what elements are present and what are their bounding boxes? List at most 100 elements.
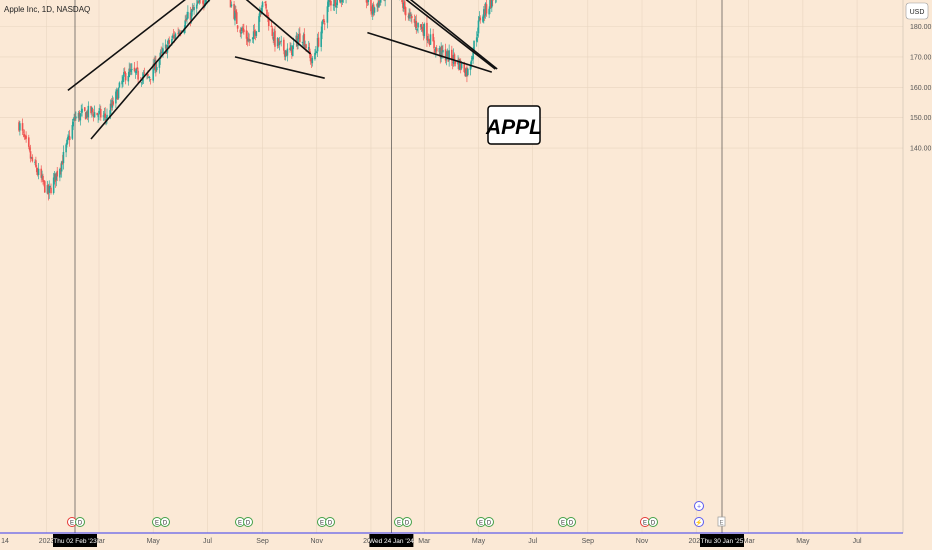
candle-body (267, 17, 270, 27)
candle-body (129, 68, 131, 71)
event-icons[interactable]: E D E D E D E D E D E D E D E D+⚡ E (67, 501, 726, 527)
earnings-icon-letter: E (643, 521, 647, 527)
candle-body (104, 113, 107, 118)
candle-body (195, 4, 198, 9)
candle-body (453, 54, 456, 60)
candle-body (491, 0, 493, 8)
candle-body (49, 185, 51, 188)
candle-body (74, 118, 76, 120)
candle-body (427, 38, 430, 42)
candle-body (271, 28, 274, 37)
candle-body (314, 52, 316, 60)
candle-body (267, 15, 269, 17)
trendlines[interactable] (67, 0, 732, 140)
date-badge-text: Thu 02 Feb '23 (53, 538, 97, 545)
dividend-icon[interactable] (402, 517, 412, 527)
candle-body (235, 12, 238, 24)
candle-body (442, 50, 444, 53)
candle-body (106, 114, 108, 119)
currency-button[interactable] (905, 2, 929, 20)
candle-body (87, 105, 90, 118)
candle-body (161, 52, 163, 54)
candle-body (435, 47, 437, 52)
candle-body (283, 50, 286, 57)
candle-body (23, 134, 26, 137)
split-icon[interactable] (694, 517, 704, 527)
candle-body (463, 62, 466, 73)
candle-body (299, 33, 301, 42)
candle-body (482, 16, 484, 22)
candle-body (317, 37, 320, 47)
candle-body (435, 48, 438, 52)
dividend-icon[interactable] (160, 517, 170, 527)
dividend-icon[interactable] (243, 517, 253, 527)
candle-body (235, 10, 237, 13)
candle-body (335, 5, 338, 8)
candle-body (35, 160, 37, 167)
trendline[interactable] (90, 0, 239, 140)
candle-body (202, 0, 204, 4)
date-badge-text: Wed 24 Jan '24 (369, 538, 414, 545)
trendline[interactable] (67, 0, 217, 91)
add-event-icon[interactable] (694, 501, 704, 511)
candle-body (290, 45, 292, 51)
candle-body (297, 38, 299, 46)
dividend-icon[interactable] (566, 517, 576, 527)
dividend-icon[interactable] (484, 517, 494, 527)
symbol-title: Apple Inc, 1D, NASDAQ (4, 5, 90, 14)
y-tick-label: 180.00 (910, 24, 932, 31)
candle-body (18, 122, 20, 131)
trendline[interactable] (367, 31, 493, 73)
candle-body (71, 125, 74, 139)
upcoming-earnings-letter: E (719, 521, 723, 527)
candle-body (278, 41, 281, 45)
candle-body (471, 58, 474, 60)
candle-body (320, 31, 322, 47)
candle-body (289, 47, 291, 51)
trendline[interactable] (214, 0, 312, 55)
candle-body (91, 107, 93, 112)
candle-body (77, 112, 80, 119)
dividend-icon-letter: D (487, 521, 492, 527)
candle-body (266, 9, 268, 16)
candle-body (421, 26, 424, 32)
trendline[interactable] (367, 0, 496, 70)
candle-body (52, 177, 55, 194)
upcoming-earnings-icon[interactable] (717, 516, 726, 527)
dividend-icon[interactable] (325, 517, 335, 527)
candle-body (475, 37, 478, 42)
x-tick-label: Mar (418, 538, 431, 545)
candle-body (422, 29, 425, 36)
date-badge-text: Thu 30 Jan '25 (701, 538, 744, 545)
candle-body (408, 14, 410, 19)
candle-body (204, 0, 207, 4)
dividend-icon[interactable] (75, 517, 85, 527)
candle-body (302, 35, 305, 42)
candle-body (62, 151, 65, 164)
candle-body (304, 44, 306, 48)
candle-body (96, 112, 99, 116)
dividend-icon[interactable] (648, 517, 658, 527)
candle-body (333, 0, 336, 6)
candle-body (117, 88, 120, 99)
candle-body (323, 18, 325, 23)
candle-body (86, 111, 89, 118)
candle-body (171, 39, 173, 45)
candle-body (54, 173, 57, 182)
candle-body (155, 67, 158, 71)
candle-body (441, 46, 443, 52)
trendline[interactable] (365, 0, 498, 70)
currency-label: USD (910, 9, 925, 16)
add-event-icon-glyph: + (697, 504, 701, 511)
candle-body (370, 0, 372, 12)
candle-body (303, 34, 306, 47)
candle-body (177, 33, 179, 35)
candle-body (155, 60, 157, 72)
trendline[interactable] (234, 56, 325, 79)
candle-body (285, 50, 288, 56)
candle-body (459, 60, 462, 69)
candle-body (488, 8, 490, 15)
candle-body (203, 3, 205, 5)
